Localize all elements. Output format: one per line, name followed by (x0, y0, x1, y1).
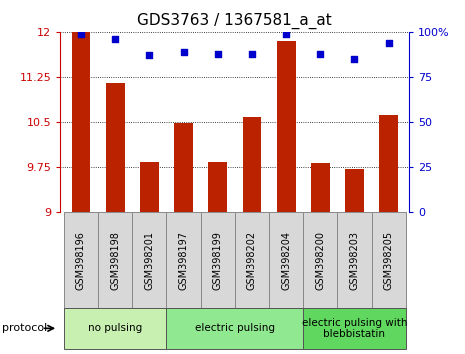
Text: GSM398205: GSM398205 (384, 230, 394, 290)
Bar (166, 308, 303, 349)
Bar (311, 163, 330, 212)
Bar (379, 115, 398, 212)
Bar (72, 32, 90, 212)
Point (77, 31, 85, 36)
Point (385, 40, 392, 46)
Bar (208, 162, 227, 212)
Text: GSM398197: GSM398197 (179, 231, 188, 290)
Bar (64, 212, 98, 308)
Bar (345, 169, 364, 212)
Bar (106, 83, 125, 212)
Text: no pulsing: no pulsing (88, 323, 142, 333)
Title: GDS3763 / 1367581_a_at: GDS3763 / 1367581_a_at (138, 13, 332, 29)
Bar (132, 212, 166, 308)
Text: GSM398200: GSM398200 (315, 231, 326, 290)
Bar (174, 123, 193, 212)
Bar (303, 308, 406, 349)
Point (317, 51, 324, 56)
Bar (98, 212, 132, 308)
Bar (303, 212, 338, 308)
Text: GSM398204: GSM398204 (281, 231, 291, 290)
Bar (140, 162, 159, 212)
Bar (200, 212, 235, 308)
Bar (277, 41, 296, 212)
Point (351, 56, 358, 62)
Bar (235, 212, 269, 308)
Text: GSM398196: GSM398196 (76, 231, 86, 290)
Text: electric pulsing: electric pulsing (195, 323, 275, 333)
Point (248, 51, 256, 56)
Text: protocol: protocol (2, 323, 47, 333)
Bar (269, 212, 303, 308)
Bar (64, 308, 166, 349)
Bar (166, 212, 200, 308)
Point (214, 51, 221, 56)
Bar (338, 212, 372, 308)
Text: GSM398202: GSM398202 (247, 230, 257, 290)
Bar (372, 212, 406, 308)
Text: electric pulsing with
blebbistatin: electric pulsing with blebbistatin (302, 318, 407, 339)
Text: GSM398198: GSM398198 (110, 231, 120, 290)
Point (112, 36, 119, 42)
Point (146, 52, 153, 58)
Text: GSM398199: GSM398199 (213, 231, 223, 290)
Text: GSM398201: GSM398201 (144, 231, 154, 290)
Text: GSM398203: GSM398203 (350, 231, 359, 290)
Point (282, 31, 290, 36)
Bar (243, 117, 261, 212)
Point (180, 49, 187, 55)
